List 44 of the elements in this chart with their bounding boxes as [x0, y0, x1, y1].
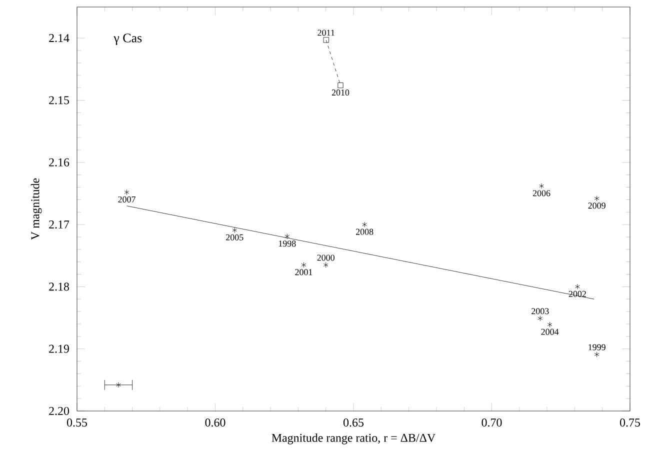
point: [594, 196, 600, 202]
point: [362, 222, 368, 228]
point: [338, 82, 344, 88]
annotation: 2002: [568, 290, 586, 297]
annotation: 2000: [317, 254, 334, 261]
point: [323, 262, 328, 268]
point: [538, 316, 543, 322]
y-tick-label: 2.20: [49, 406, 70, 416]
annotation: 2001: [295, 269, 312, 276]
point: [301, 262, 306, 268]
x-axis-title: Magnitude range ratio, r = ΔB/ΔV: [272, 433, 436, 444]
annotation: 2009: [588, 202, 606, 209]
annotation: 2007: [118, 196, 136, 202]
x-tick-label: 0.60: [205, 418, 226, 427]
y-tick-label: 2.18: [49, 282, 70, 291]
point: [124, 189, 130, 196]
point: [547, 322, 552, 328]
x-tick-label: 0.70: [482, 418, 502, 427]
annotation: 2004: [541, 328, 559, 335]
point: [323, 37, 329, 43]
annotation: 2003: [532, 308, 549, 314]
point: [594, 352, 600, 358]
annotation: 2005: [226, 234, 244, 240]
annotation: 2010: [332, 90, 350, 96]
annotation: 2006: [532, 190, 550, 196]
y-axis-title: V magnitude: [30, 178, 42, 240]
y-tick-label: 2.14: [49, 34, 70, 42]
x-tick-label: 0.55: [66, 418, 87, 427]
y-tick-label: 2.16: [49, 158, 70, 166]
y-tick-label: 2.17: [49, 220, 70, 229]
annotation: γ Cas: [114, 34, 142, 45]
x-tick-label: 0.65: [343, 418, 364, 427]
point: [575, 284, 580, 290]
point: [232, 227, 238, 233]
y-tick-label: 2.15: [49, 96, 70, 104]
annotation: 2008: [356, 228, 374, 235]
x-tick-label: 0.75: [620, 418, 640, 427]
point: [539, 183, 544, 189]
annotation: 2011: [318, 30, 334, 36]
annotation: 1998: [278, 240, 296, 247]
point: [284, 234, 290, 240]
point: [116, 382, 121, 388]
y-tick-label: 2.19: [49, 344, 69, 353]
annotation: 1999: [588, 344, 606, 350]
